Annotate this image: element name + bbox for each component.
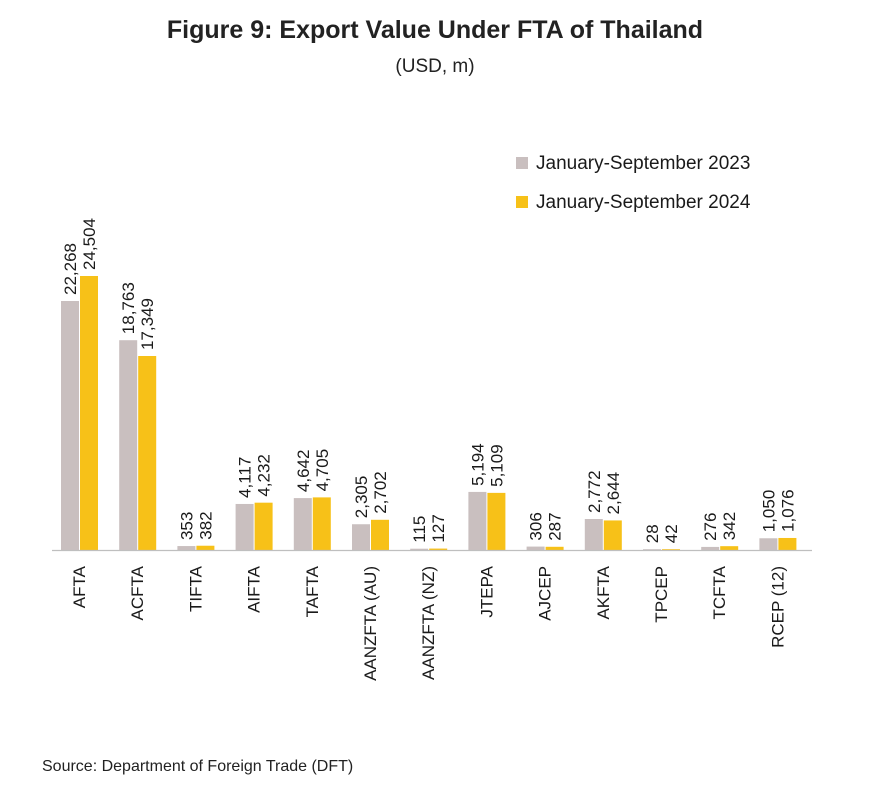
bar-2023-afta (61, 301, 79, 550)
bar-2023-tcfta (701, 546, 720, 550)
category-label: JTEPA (477, 565, 496, 617)
category-label: AANZFTA (AU) (361, 566, 380, 681)
bar-2024-afta (80, 276, 98, 550)
value-label: 5,109 (487, 444, 506, 487)
category-label: AJCEP (536, 566, 555, 621)
bar-2024-jtepa (487, 492, 506, 550)
value-label: 1,050 (759, 490, 778, 533)
category-label: TAFTA (303, 565, 322, 617)
bar-2024-aifta (254, 502, 273, 550)
category-label: TCFTA (710, 565, 729, 619)
bar-2024-acfta (138, 356, 157, 550)
legend: January-September 2023 January-September … (516, 153, 751, 213)
bar-2023-tifta (177, 546, 196, 550)
value-label: 1,076 (778, 489, 797, 532)
value-label: 4,705 (313, 449, 332, 492)
legend-label: January-September 2024 (536, 192, 751, 213)
category-label: AIFTA (245, 565, 264, 613)
bar-2023-aanzfta-au (352, 524, 370, 550)
chart-subtitle: (USD, m) (395, 56, 475, 77)
value-labels-layer: 22,268 24,504 18,763 17,349 353 382 4,117 4,232… (61, 218, 797, 543)
bar-2023-tafta (293, 498, 312, 550)
value-label: 276 (701, 513, 720, 541)
value-label: 353 (177, 512, 196, 540)
bar-2024-rcep-12 (778, 537, 797, 550)
value-label: 42 (662, 524, 681, 543)
legend-swatch (516, 157, 528, 169)
value-label: 287 (546, 512, 565, 540)
value-label: 342 (720, 512, 739, 540)
bar-2023-tpcep (643, 549, 661, 550)
bar-2023-acfta (119, 340, 138, 550)
category-label: TIFTA (186, 565, 205, 612)
category-label: AKFTA (594, 565, 613, 619)
bars-layer (61, 276, 797, 550)
category-label: TPCEP (652, 566, 671, 623)
value-label: 22,268 (61, 243, 80, 295)
bar-2023-ajcep (526, 546, 545, 550)
bar-2024-aanzfta-au (371, 519, 389, 550)
legend-swatch (516, 196, 528, 208)
value-label: 382 (196, 511, 215, 539)
source-note: Source: Department of Foreign Trade (DFT… (42, 758, 354, 775)
value-label: 2,702 (371, 471, 390, 514)
category-labels-layer: AFTA ACFTA TIFTA AIFTA TAFTA AANZFTA (AU) AANZ… (70, 565, 787, 681)
value-label: 4,117 (236, 457, 255, 498)
value-label: 2,644 (604, 472, 623, 515)
value-label: 17,349 (138, 298, 157, 350)
bar-2024-tafta (312, 497, 331, 550)
legend-label: January-September 2023 (536, 153, 750, 174)
bar-chart: 22,268 24,504 18,763 17,349 353 382 4,117 4,232… (52, 153, 812, 681)
bar-2024-tpcep (662, 549, 680, 550)
bar-2024-tcfta (720, 546, 739, 550)
bar-2023-jtepa (468, 491, 487, 550)
bar-2023-akfta (584, 519, 603, 550)
value-label: 5,194 (468, 443, 487, 486)
category-label: RCEP (12) (768, 566, 787, 648)
value-label: 127 (429, 514, 448, 542)
value-label: 4,232 (255, 454, 274, 497)
category-label: AFTA (70, 565, 89, 608)
bar-2024-tifta (196, 545, 215, 550)
value-label: 18,763 (119, 282, 138, 334)
value-label: 306 (527, 512, 546, 540)
chart-title: Figure 9: Export Value Under FTA of Thai… (166, 16, 704, 44)
bar-2023-rcep-12 (759, 538, 778, 550)
value-label: 2,772 (585, 470, 604, 513)
bar-2024-ajcep (545, 546, 564, 550)
bar-2024-akfta (603, 520, 622, 550)
value-label: 24,504 (80, 218, 99, 270)
value-label: 4,642 (294, 450, 313, 493)
value-label: 2,305 (352, 476, 371, 519)
value-label: 28 (643, 524, 662, 543)
bar-2023-aifta (235, 503, 254, 550)
bar-2024-aanzfta-nz (429, 548, 448, 550)
bar-2023-aanzfta-nz (410, 548, 429, 550)
category-label: ACFTA (128, 565, 147, 620)
category-label: AANZFTA (NZ) (419, 566, 438, 680)
value-label: 115 (410, 516, 429, 543)
